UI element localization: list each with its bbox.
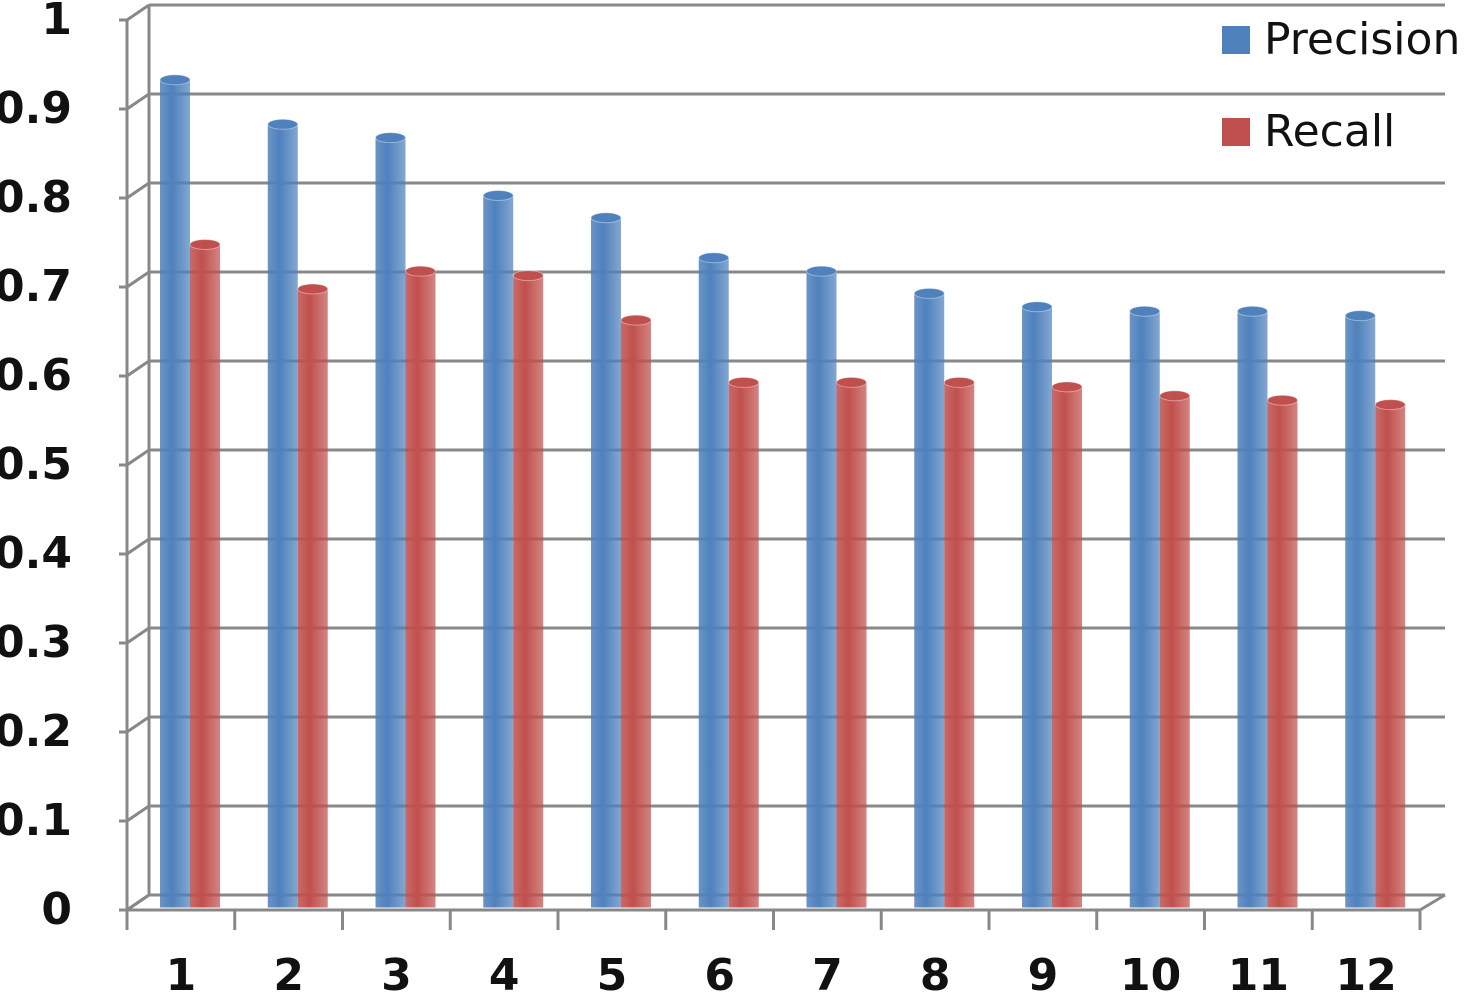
- grid-line: [126, 626, 150, 645]
- bar-top: [943, 376, 975, 388]
- y-tick-label: 0.7: [0, 261, 72, 312]
- y-tick-label: 0.6: [0, 350, 72, 401]
- bar: [1375, 404, 1406, 908]
- bar-top: [512, 270, 544, 282]
- bar: [1159, 395, 1190, 908]
- bar-top: [405, 265, 436, 277]
- bar: [267, 124, 298, 908]
- bar: [1022, 306, 1052, 908]
- bar-top: [1237, 305, 1268, 317]
- grid-line: [126, 92, 150, 111]
- grid-line: [126, 3, 150, 22]
- bar-top: [590, 212, 622, 224]
- y-tick-label: 0: [41, 884, 72, 935]
- x-tick-label: 3: [381, 950, 412, 1000]
- bar-top: [698, 252, 730, 264]
- legend-swatch: [1222, 26, 1250, 54]
- bar-top: [159, 74, 191, 86]
- x-tick-label: 2: [273, 950, 304, 1000]
- x-tick-label: 1: [166, 950, 197, 1000]
- bar-top: [375, 132, 406, 144]
- x-tick-label: 9: [1028, 950, 1059, 1000]
- bar: [1267, 400, 1298, 908]
- x-tick-label: 12: [1336, 950, 1397, 1000]
- y-tick-label: 0.9: [0, 83, 72, 134]
- legend-label: Recall: [1264, 106, 1395, 157]
- bar: [914, 293, 945, 908]
- bar: [591, 217, 621, 908]
- bar: [297, 288, 328, 908]
- grid-line: [126, 448, 150, 467]
- x-tick-label: 11: [1228, 950, 1289, 1000]
- bar: [1345, 315, 1376, 908]
- bar-top: [1129, 305, 1161, 317]
- bar: [1129, 311, 1160, 908]
- legend-label: Precision: [1264, 14, 1460, 65]
- x-tick-label: 5: [597, 950, 628, 1000]
- bar-top: [1267, 394, 1298, 406]
- bar-top: [482, 190, 514, 201]
- bar: [1052, 386, 1082, 908]
- bar: [405, 271, 436, 908]
- bar-top: [913, 287, 945, 299]
- grid-line: [126, 181, 150, 200]
- grid-line: [126, 359, 150, 378]
- grid-line: [126, 804, 150, 823]
- bar-top: [297, 283, 329, 295]
- bar-top: [1159, 390, 1191, 402]
- bar-top: [189, 238, 221, 250]
- bar: [806, 271, 837, 908]
- y-tick-label: 0.4: [0, 528, 72, 579]
- bar: [483, 195, 514, 908]
- bar-top: [267, 118, 299, 130]
- bar: [190, 244, 220, 908]
- grid-line: [126, 715, 150, 734]
- bar-top: [836, 376, 867, 388]
- bar-top: [728, 376, 760, 388]
- bar: [160, 79, 190, 908]
- axis-line: [1419, 893, 1446, 912]
- y-tick-label: 0.2: [0, 706, 72, 757]
- bar: [698, 257, 729, 908]
- bar-top: [1344, 310, 1376, 322]
- bar-top: [620, 314, 652, 326]
- bar: [1237, 311, 1268, 908]
- bar: [513, 275, 544, 908]
- grid-line: [126, 537, 150, 556]
- y-tick-label: 0.3: [0, 617, 72, 668]
- x-tick-label: 4: [489, 950, 520, 1000]
- x-tick-label: 10: [1120, 950, 1181, 1000]
- grid-line: [126, 893, 150, 912]
- bar-top: [806, 265, 837, 277]
- legend-swatch: [1222, 118, 1250, 146]
- bar-top: [1051, 381, 1083, 393]
- y-tick-label: 1: [41, 0, 72, 45]
- bar: [621, 320, 651, 908]
- bar-top: [1374, 399, 1406, 411]
- y-tick-label: 0.5: [0, 439, 72, 490]
- bar: [375, 137, 406, 908]
- bar-top: [1021, 301, 1053, 313]
- bar: [728, 382, 759, 908]
- x-tick-label: 8: [920, 950, 951, 1000]
- x-tick-label: 6: [704, 950, 735, 1000]
- grid-line: [126, 270, 150, 289]
- bar: [836, 382, 867, 908]
- y-tick-label: 0.8: [0, 172, 72, 223]
- bar: [944, 382, 975, 908]
- x-tick-label: 7: [812, 950, 843, 1000]
- y-tick-label: 0.1: [0, 795, 72, 846]
